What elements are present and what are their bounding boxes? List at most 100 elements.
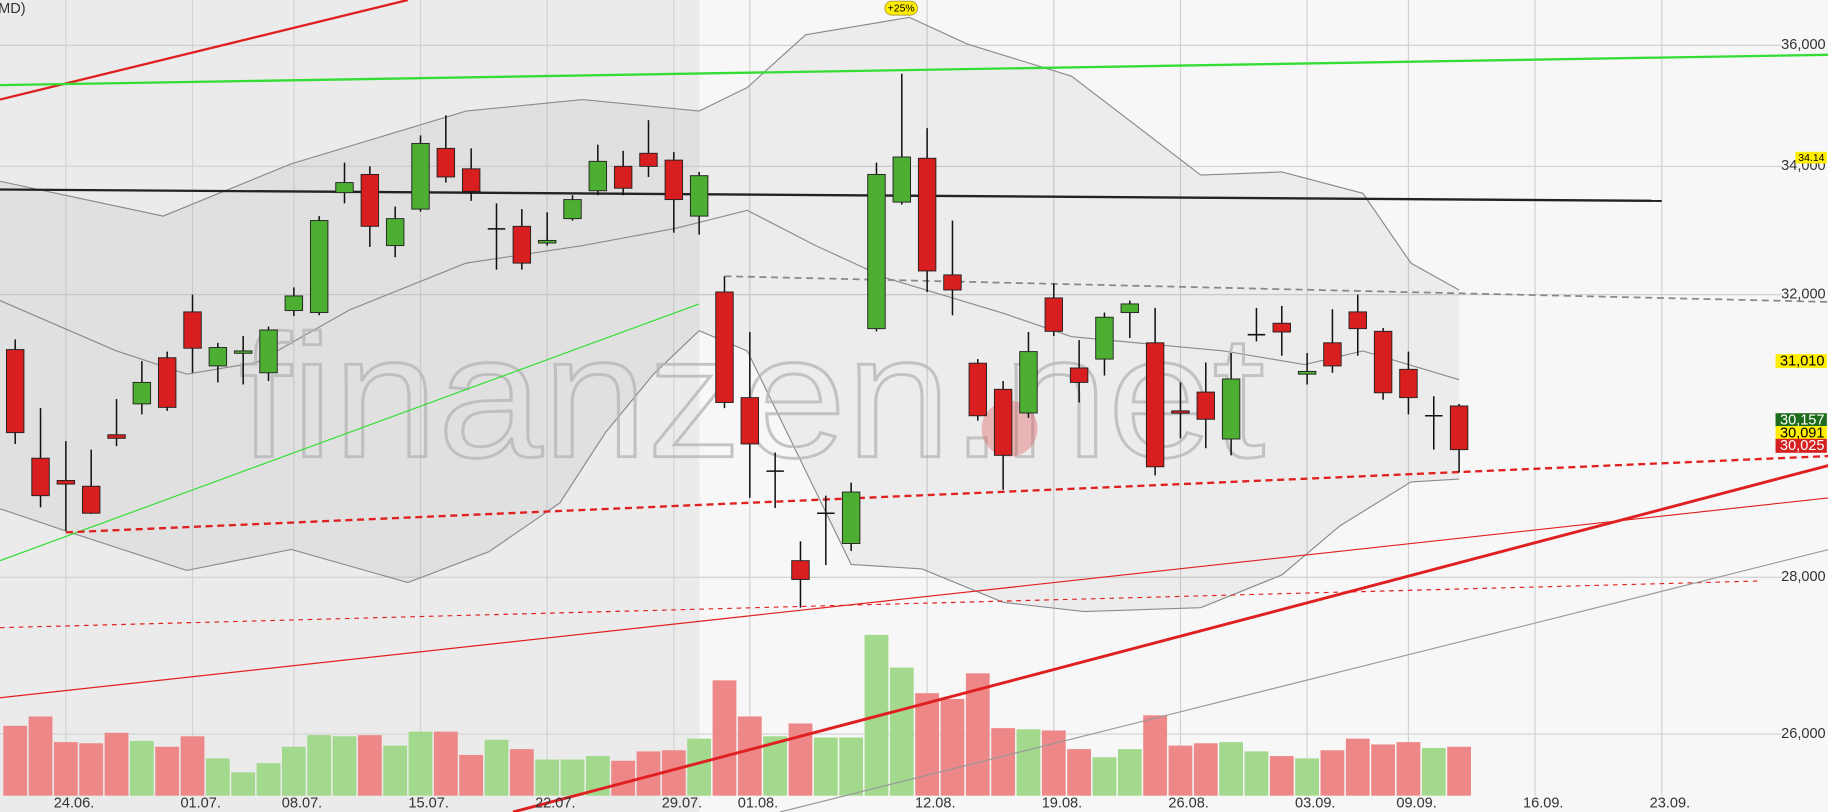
volume-bar (1219, 742, 1244, 796)
y-tick-label: 26,000 (1781, 726, 1826, 742)
candle-body (968, 362, 988, 417)
price-label: 30,157 (1780, 413, 1825, 429)
event-badge (884, 0, 918, 16)
price-label: 30,091 (1780, 425, 1825, 441)
candle-body (1171, 410, 1190, 414)
x-tick-label: 29.07. (662, 796, 702, 812)
volume-bar (28, 716, 53, 796)
trend-line (0, 303, 700, 562)
volume-bar (53, 742, 78, 796)
volume-bar (1016, 729, 1041, 796)
volume-bar (79, 743, 104, 796)
volume-bar (3, 725, 28, 796)
candle-body (132, 381, 152, 405)
x-tick-label: 01.08. (738, 796, 778, 812)
candle-body (1348, 311, 1367, 330)
x-tick-label: 15.07. (408, 796, 448, 812)
candle-body (791, 560, 810, 580)
volume-bar (383, 745, 408, 796)
candle-body (639, 152, 658, 167)
volume-bar (1067, 749, 1092, 796)
volume-bar (155, 746, 180, 796)
candle-body (81, 485, 101, 514)
x-tick-label: 24.06. (54, 796, 94, 812)
y-tick-label: 28,000 (1781, 569, 1826, 585)
volume-bar (839, 737, 864, 796)
volume-bar (332, 736, 357, 796)
volume-bar (357, 735, 382, 796)
volume-bar (281, 746, 306, 796)
volume-bar (712, 680, 737, 796)
candle-body (537, 239, 557, 244)
volume-bar (737, 716, 762, 796)
trend-line (0, 580, 1761, 629)
candle-body (1297, 370, 1317, 375)
trend-line (65, 454, 1828, 534)
candle-body (892, 156, 912, 203)
event-marker: +25% (884, 0, 918, 16)
price-label-box (1795, 151, 1827, 164)
candle-body (1069, 367, 1089, 383)
y-tick-label: 36,000 (1781, 37, 1826, 53)
volume-bar (484, 739, 509, 796)
volume (3, 634, 1472, 796)
candle-body (436, 147, 456, 178)
candle-body (107, 434, 126, 439)
candle-body (1221, 378, 1241, 440)
volume-bar (104, 732, 129, 796)
volume-bar (459, 754, 484, 796)
event-label: +25% (888, 4, 915, 15)
candle-body (1373, 330, 1393, 394)
candle-body (943, 274, 962, 291)
candle-body (5, 349, 25, 434)
volume-bar (813, 737, 838, 796)
volume-bar (687, 738, 712, 796)
candle-body (183, 311, 202, 349)
price-label-box (1775, 438, 1827, 453)
price-label-box (1775, 425, 1827, 440)
candle-body (385, 218, 405, 247)
volume-bar (636, 751, 661, 796)
volume-bar (1193, 743, 1218, 796)
candle-body (208, 347, 228, 367)
volume-bar (180, 736, 205, 796)
volume-bar (307, 735, 332, 796)
volume-bar (129, 740, 154, 796)
chart-title: MD) (0, 1, 26, 17)
candle-body (1120, 303, 1139, 314)
candle-body (1095, 316, 1114, 360)
trend-line (0, 188, 1662, 203)
candle-body (689, 175, 709, 217)
candle-body (56, 479, 76, 485)
trend-line (512, 464, 1828, 812)
x-tick-label: 12.08. (915, 796, 955, 812)
candle-body (1399, 368, 1418, 399)
volume-bar (433, 731, 458, 796)
candle-body (1272, 322, 1291, 333)
volume-bar (661, 750, 686, 796)
candle-body (284, 295, 304, 312)
band-line (0, 16, 1460, 291)
volume-bar (1168, 745, 1193, 796)
price-label-box (1775, 354, 1827, 369)
candles (5, 73, 1469, 608)
x-tick-label: 22.07. (535, 796, 575, 812)
volume-bar (1092, 757, 1117, 796)
volume-bar (1421, 747, 1446, 796)
volume-bar (560, 759, 585, 796)
candle-body (588, 160, 608, 192)
band-line (0, 329, 1460, 613)
candle-body (461, 168, 481, 192)
volume-bar (408, 731, 433, 796)
x-tick-label: 26.08. (1168, 796, 1208, 812)
candle-body (1019, 351, 1038, 414)
candle-body (917, 157, 937, 272)
candle-body (664, 159, 684, 201)
x-tick-label: 08.07. (282, 796, 322, 812)
candle-body (1449, 405, 1469, 451)
price-label-box (1775, 413, 1827, 428)
